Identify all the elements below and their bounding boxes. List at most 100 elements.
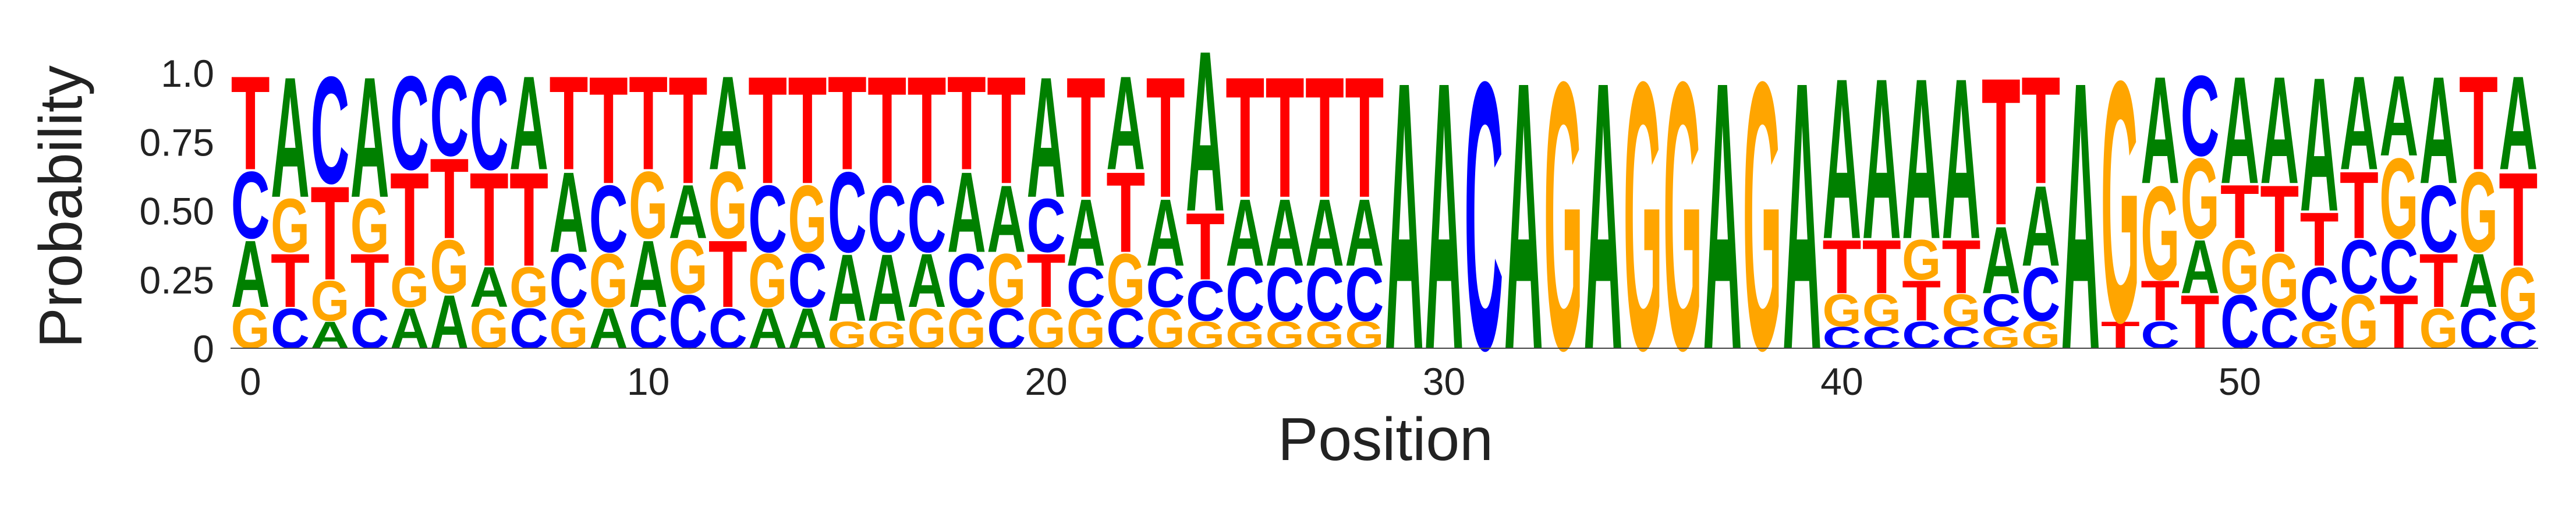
logo-letter-T-pos-26: T: [1266, 41, 1305, 234]
logo-letter-A-pos-32: A: [1504, 2, 1543, 430]
logo-letter-A-pos-45: A: [2021, 162, 2060, 290]
logo-letter-A-pos-14: A: [788, 296, 827, 360]
logo-letter-G-pos-47: G: [2101, 9, 2140, 394]
logo-letter-C-pos-20: C: [1027, 183, 1066, 269]
logo-letter-C-pos-56: C: [2459, 296, 2498, 360]
logo-letter-T-pos-42: T: [1902, 270, 1941, 334]
logo-letter-C-pos-43: C: [1942, 321, 1981, 355]
logo-letter-C-pos-12: C: [708, 296, 747, 360]
logo-letter-C-pos-13: C: [748, 166, 787, 273]
logo-letter-G-pos-13: G: [748, 238, 787, 324]
logo-letter-C-pos-27: C: [1305, 252, 1344, 338]
logo-letter-G-pos-45: G: [2021, 314, 2060, 357]
logo-letter-G-pos-21: G: [1066, 296, 1105, 361]
logo-letter-G-pos-8: G: [549, 296, 588, 361]
logo-letter-A-pos-25: A: [1225, 179, 1264, 286]
logo-letter-G-pos-52: G: [2300, 314, 2339, 357]
logo-letter-T-pos-56: T: [2459, 49, 2498, 199]
logo-letter-G-pos-53: G: [2340, 279, 2379, 365]
logo-letter-A-pos-5: A: [430, 280, 469, 365]
logo-letter-T-pos-18: T: [947, 49, 986, 199]
logo-letter-A-pos-8: A: [549, 148, 588, 277]
logo-letter-A-pos-30: A: [1425, 2, 1464, 430]
logo-letter-A-pos-10: A: [629, 221, 668, 327]
logo-letter-C-pos-45: C: [2021, 252, 2060, 338]
logo-letter-T-pos-0: T: [231, 49, 270, 199]
logo-letter-C-pos-25: C: [1225, 252, 1264, 338]
y-tick-label-1: 0.25: [140, 259, 214, 302]
logo-letter-C-pos-3: C: [350, 296, 389, 360]
logo-letter-A-pos-42: A: [1902, 30, 1941, 287]
logo-letter-T-pos-19: T: [987, 45, 1026, 216]
logo-letter-A-pos-28: A: [1345, 179, 1384, 286]
logo-letter-C-pos-2: C: [310, 45, 349, 215]
logo-letter-C-pos-42: C: [1902, 314, 1941, 357]
logo-letter-G-pos-36: G: [1663, 3, 1702, 430]
logo-letter-T-pos-45: T: [2021, 45, 2060, 216]
logo-letter-T-pos-17: T: [908, 45, 947, 216]
logo-letter-G-pos-44: G: [1982, 321, 2021, 355]
logo-letter-C-pos-1: C: [271, 296, 310, 360]
logo-letter-G-pos-25: G: [1225, 314, 1264, 357]
logo-letter-T-pos-14: T: [788, 45, 827, 216]
logo-letter-A-pos-0: A: [231, 221, 270, 327]
logo-letter-G-pos-12: G: [708, 151, 747, 259]
logo-letter-A-pos-2: A: [310, 314, 349, 357]
logo-letter-C-pos-40: C: [1822, 321, 1861, 355]
logo-letter-C-pos-51: C: [2260, 296, 2299, 360]
logo-letter-T-pos-50: T: [2220, 168, 2259, 254]
letter-stacks: GACTCTGAAGTCCTGAAGTCAGTCGATCCGTAGCATAGCT…: [231, 2, 2538, 430]
logo-letter-T-pos-57: T: [2499, 145, 2538, 295]
logo-letter-A-pos-7: A: [509, 48, 548, 198]
logo-letter-C-pos-21: C: [1066, 255, 1105, 319]
logo-letter-C-pos-49: C: [2181, 52, 2220, 180]
logo-letter-G-pos-28: G: [1345, 314, 1384, 357]
x-tick-label-2: 20: [1025, 360, 1067, 403]
logo-letter-T-pos-22: T: [1106, 148, 1145, 276]
logo-letter-G-pos-2: G: [310, 268, 349, 333]
logo-letter-C-pos-57: C: [2499, 314, 2538, 357]
logo-letter-T-pos-53: T: [2340, 152, 2379, 259]
logo-letter-G-pos-19: G: [987, 238, 1026, 324]
logo-letter-A-pos-57: A: [2499, 48, 2538, 198]
logo-letter-C-pos-22: C: [1106, 296, 1145, 360]
x-axis-label: Position: [1278, 406, 1493, 473]
logo-letter-T-pos-41: T: [1862, 224, 1901, 310]
logo-letter-G-pos-51: G: [2260, 238, 2299, 324]
logo-letter-T-pos-47: T: [2101, 314, 2140, 356]
logo-letter-C-pos-24: C: [1186, 269, 1225, 333]
logo-letter-G-pos-16: G: [867, 314, 906, 357]
logo-letter-C-pos-6: C: [470, 48, 509, 198]
logo-letter-T-pos-24: T: [1186, 193, 1225, 300]
logo-letter-C-pos-14: C: [788, 238, 827, 324]
logo-letter-T-pos-40: T: [1822, 224, 1861, 310]
logo-letter-C-pos-53: C: [2340, 225, 2379, 310]
logo-letter-T-pos-49: T: [2181, 279, 2220, 365]
logo-letter-A-pos-52: A: [2300, 38, 2339, 252]
logo-letter-C-pos-48: C: [2141, 314, 2180, 357]
logo-letter-T-pos-5: T: [430, 135, 469, 263]
logo-letter-G-pos-35: G: [1624, 3, 1663, 430]
x-tick-label-3: 30: [1423, 360, 1465, 403]
logo-letter-T-pos-27: T: [1305, 41, 1344, 234]
logo-letter-G-pos-50: G: [2220, 224, 2259, 310]
y-tick-label-4: 1.0: [161, 52, 214, 95]
logo-letter-C-pos-54: C: [2379, 225, 2418, 310]
logo-letter-C-pos-7: C: [509, 296, 548, 360]
logo-letter-A-pos-46: A: [2061, 2, 2100, 430]
x-tick-label-1: 10: [627, 360, 669, 403]
logo-letter-T-pos-43: T: [1942, 224, 1981, 310]
logo-letter-A-pos-53: A: [2340, 48, 2379, 198]
x-axis-ticks: 0 10 20 30 40 50: [240, 360, 2261, 403]
logo-letter-T-pos-16: T: [867, 45, 906, 216]
logo-letter-G-pos-54: G: [2379, 135, 2418, 263]
logo-letter-A-pos-17: A: [908, 238, 947, 324]
logo-letter-G-pos-26: G: [1266, 314, 1305, 357]
logo-letter-C-pos-31: C: [1464, 2, 1503, 430]
logo-letter-T-pos-55: T: [2419, 238, 2458, 324]
logo-letter-C-pos-55: C: [2419, 166, 2458, 273]
logo-letter-T-pos-4: T: [390, 145, 429, 295]
logo-letter-A-pos-12: A: [708, 48, 747, 198]
logo-letter-C-pos-26: C: [1266, 252, 1305, 338]
